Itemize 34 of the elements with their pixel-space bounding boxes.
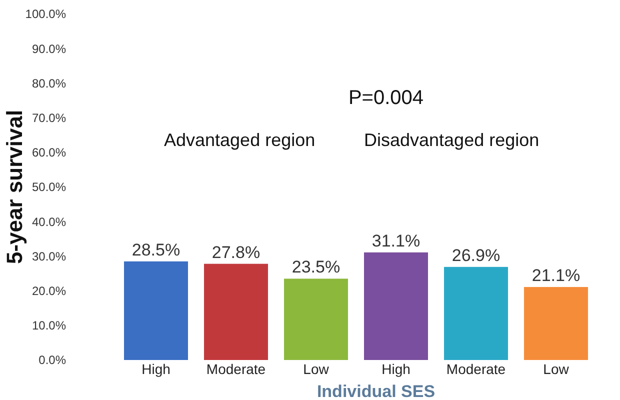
data-label: 26.9% (452, 246, 500, 265)
y-tick-label: 90.0% (32, 42, 66, 56)
annotation: Disadvantaged region (364, 130, 540, 150)
y-tick-label: 0.0% (38, 353, 66, 368)
bar (284, 278, 348, 360)
bar (444, 266, 508, 360)
y-tick-label: 50.0% (32, 180, 66, 194)
y-tick-label: 100.0% (25, 7, 66, 22)
y-tick-label: 40.0% (32, 214, 66, 229)
y-tick-label: 10.0% (32, 318, 66, 333)
x-tick-label: High (382, 361, 410, 377)
y-tick-label: 30.0% (32, 249, 66, 264)
y-tick-label: 80.0% (32, 76, 66, 90)
annotation: P=0.004 (348, 87, 424, 109)
x-tick-label: Low (543, 361, 570, 377)
data-label: 23.5% (292, 258, 340, 277)
bar (524, 286, 588, 360)
y-tick-label: 70.0% (32, 111, 66, 125)
annotation: Advantaged region (164, 130, 316, 150)
x-tick-label: Moderate (206, 361, 266, 377)
x-tick-label: High (142, 361, 170, 377)
y-axis-title: 5-year survival (2, 110, 27, 264)
x-tick-label: Low (303, 361, 330, 377)
bar (124, 261, 188, 360)
y-tick-label: 20.0% (32, 284, 66, 298)
data-label: 27.8% (212, 242, 260, 262)
y-tick-label: 60.0% (32, 146, 66, 160)
data-label: 21.1% (532, 266, 580, 285)
data-label: 31.1% (372, 231, 420, 250)
x-axis-title: Individual SES (316, 382, 436, 400)
bar (364, 252, 428, 360)
x-tick-label: Moderate (446, 361, 506, 377)
data-label: 28.5% (132, 240, 180, 260)
bar (204, 264, 268, 360)
